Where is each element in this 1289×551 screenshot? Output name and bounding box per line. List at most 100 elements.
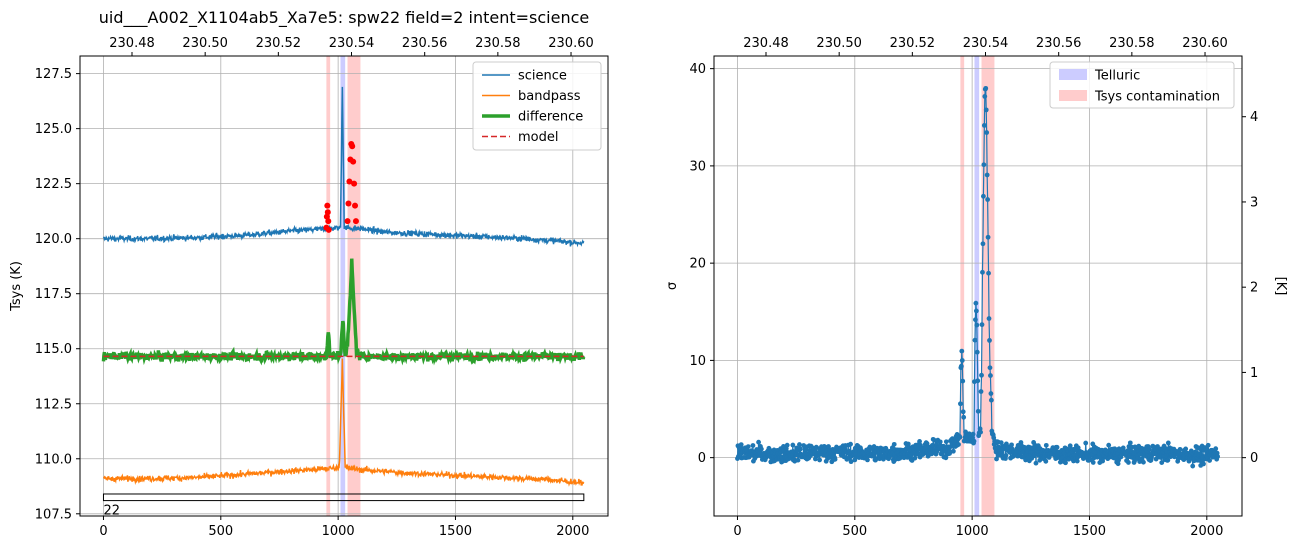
right-y-tick-label: 4: [1250, 110, 1258, 125]
y-tick-label: 40: [689, 62, 706, 77]
flagged-point: [352, 218, 359, 225]
sigma-point: [973, 317, 978, 323]
flagged-point: [352, 202, 359, 209]
sigma-point: [974, 322, 980, 328]
legend-swatch: [1059, 69, 1087, 80]
legend-box: [1049, 61, 1235, 109]
top-x-tick-label: 230.60: [548, 36, 594, 51]
x-tick-label: 500: [208, 524, 233, 539]
flagged-point: [346, 178, 353, 185]
sigma-point: [979, 372, 984, 378]
x-tick-label: 0: [733, 524, 741, 539]
y-tick-label: 117.5: [35, 287, 72, 302]
sigma-point: [1063, 460, 1068, 466]
flagged-point: [344, 218, 351, 225]
y-axis-label: σ: [665, 282, 680, 290]
sigma-point: [973, 308, 979, 314]
y-tick-label: 115.0: [35, 342, 72, 357]
legend-box: [472, 61, 602, 151]
sigma-point: [1183, 446, 1189, 452]
sigma-point: [985, 234, 991, 240]
sigma-point: [974, 349, 980, 355]
sigma-point: [971, 438, 977, 444]
flagged-point: [345, 200, 352, 207]
y-tick-label: 0: [698, 451, 706, 466]
right-y-axis-label: [K]: [1273, 277, 1288, 296]
sigma-point: [978, 389, 984, 394]
top-x-tick-label: 230.50: [182, 36, 228, 51]
tsys-panel: 22 0 500 1000 1500 2000 230.48 230.50 230.52 230.…: [9, 8, 609, 539]
top-x-tick-label: 230.58: [475, 36, 521, 51]
axes-frame: [79, 55, 609, 517]
flagged-point: [325, 218, 332, 225]
y-tick-label: 127.5: [35, 67, 72, 82]
y-tick-label: 122.5: [35, 177, 72, 192]
sigma-point: [961, 414, 967, 420]
sigma-point: [986, 316, 992, 321]
sigma-point: [1043, 458, 1049, 464]
right-y-tick-label: 1: [1250, 366, 1258, 381]
sigma-point: [981, 122, 987, 128]
sigma-point: [1033, 460, 1039, 466]
sigma-point: [1215, 454, 1220, 459]
sigma-point: [943, 439, 949, 445]
top-x-tick-label: 230.52: [890, 36, 936, 51]
sigma-point: [985, 197, 991, 202]
x-tick-label: 0: [99, 524, 107, 539]
sigma-point: [972, 337, 978, 343]
plot-area: [101, 86, 586, 487]
sigma-point: [1090, 460, 1096, 465]
y-tick-label: 107.5: [35, 507, 72, 522]
y-tick-label: 10: [689, 354, 706, 369]
sigma-point: [865, 457, 870, 463]
x-tick-label: 2000: [556, 524, 589, 539]
y-tick-label: 112.5: [35, 397, 72, 412]
right-y-tick-label: 3: [1250, 195, 1258, 210]
sigma-point: [983, 85, 989, 91]
sigma-point: [1066, 456, 1072, 462]
sigma-point: [987, 338, 992, 343]
sigma-point: [975, 378, 981, 384]
sigma-point: [986, 270, 991, 276]
flagged-point: [349, 143, 356, 150]
sigma-point: [959, 348, 965, 354]
top-x-tick-label: 230.50: [816, 36, 862, 51]
legend-swatch: [1059, 90, 1087, 101]
legend-label: Telluric: [1094, 69, 1140, 84]
sigma-point: [817, 457, 822, 463]
flagged-point: [324, 202, 331, 209]
sigma-point: [790, 442, 796, 448]
sigma-point: [975, 408, 981, 414]
sigma-point: [943, 455, 949, 461]
sigma-point: [950, 448, 956, 454]
flagged-point: [325, 226, 332, 233]
sigma-point: [1147, 446, 1152, 452]
top-x-tick-label: 230.54: [963, 36, 1009, 51]
sigma-point: [984, 172, 990, 178]
top-x-tick-label: 230.54: [329, 36, 375, 51]
sigma-point: [1106, 442, 1112, 448]
sigma-point: [1165, 457, 1171, 463]
sigma-point: [832, 456, 838, 462]
sigma-point: [984, 130, 990, 135]
sigma-point: [827, 454, 832, 460]
sigma-point: [1083, 440, 1089, 446]
sigma-point: [979, 322, 985, 328]
y-tick-label: 125.0: [35, 122, 72, 137]
sigma-point: [1165, 440, 1171, 446]
sigma-point: [970, 431, 976, 437]
sigma-point: [1190, 463, 1196, 469]
sigma-point: [1009, 442, 1014, 448]
series-line-bandpass: [102, 358, 585, 487]
sigma-point: [924, 441, 930, 446]
sigma-point: [1177, 446, 1183, 452]
sigma-point: [1054, 444, 1060, 450]
sigma-point: [960, 409, 966, 415]
legend-label-science: science: [518, 69, 567, 84]
sigma-point: [920, 452, 926, 457]
sigma-point: [1067, 443, 1073, 449]
range-box: [102, 493, 585, 502]
sigma-point: [759, 446, 764, 452]
sigma-point: [978, 429, 983, 435]
